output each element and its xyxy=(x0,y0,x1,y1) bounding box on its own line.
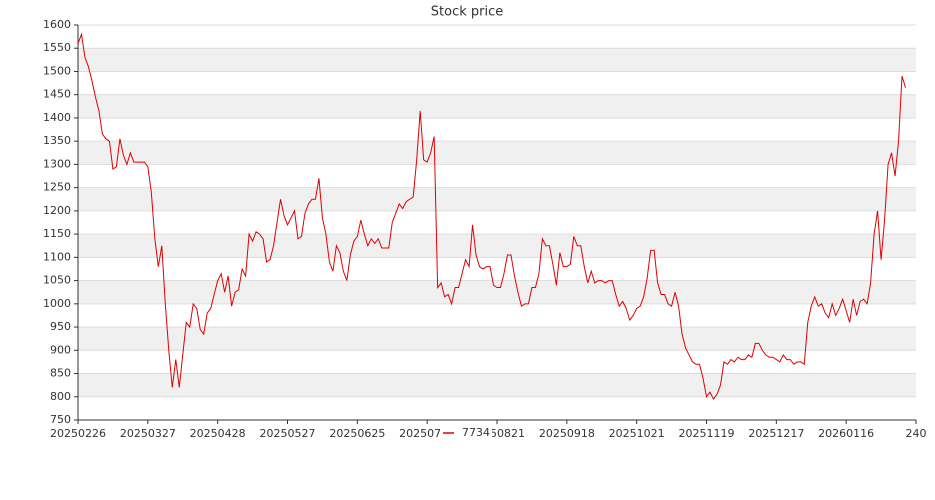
y-tick-label: 1600 xyxy=(43,18,71,31)
grid-band xyxy=(78,280,916,304)
y-tick-label: 1150 xyxy=(43,227,71,240)
x-tick-label: 20251217 xyxy=(748,427,804,440)
x-tick-label: 20250918 xyxy=(539,427,595,440)
legend-box xyxy=(440,426,492,440)
chart-title: Stock price xyxy=(431,5,503,20)
y-tick-label: 1300 xyxy=(43,157,71,170)
y-tick-label: 1550 xyxy=(43,41,71,54)
x-tick-label: 240 xyxy=(906,427,927,440)
x-tick-label: 20250428 xyxy=(190,427,246,440)
y-tick-label: 800 xyxy=(50,390,71,403)
x-tick-label: 20251021 xyxy=(609,427,665,440)
legend: 7734 xyxy=(440,426,492,440)
y-tick-label: 1500 xyxy=(43,64,71,77)
grid-band xyxy=(78,141,916,165)
y-tick-label: 1100 xyxy=(43,250,71,263)
y-tick-label: 850 xyxy=(50,367,71,380)
y-tick-label: 750 xyxy=(50,413,71,426)
legend-label: 7734 xyxy=(462,426,490,439)
grid-band xyxy=(78,373,916,397)
grid-band xyxy=(78,234,916,258)
grid-band xyxy=(78,187,916,211)
y-tick-label: 1400 xyxy=(43,111,71,124)
grid-bands xyxy=(78,48,916,397)
price-line xyxy=(77,32,907,401)
x-tick-label: 20250226 xyxy=(50,427,106,440)
y-tick-label: 1250 xyxy=(43,181,71,194)
y-tick-label: 1350 xyxy=(43,134,71,147)
y-tick-label: 1050 xyxy=(43,274,71,287)
y-tick-label: 1200 xyxy=(43,204,71,217)
x-tick-label: 20260116 xyxy=(818,427,874,440)
y-tick-label: 950 xyxy=(50,320,71,333)
y-tick-label: 900 xyxy=(50,343,71,356)
x-tick-label: 20251119 xyxy=(679,427,735,440)
grid-band xyxy=(78,94,916,118)
grid-band xyxy=(78,327,916,351)
x-tick-label: 20250527 xyxy=(260,427,316,440)
y-tick-label: 1450 xyxy=(43,88,71,101)
x-tick-label: 20250625 xyxy=(329,427,385,440)
y-tick-label: 1000 xyxy=(43,297,71,310)
grid-band xyxy=(78,48,916,72)
x-tick-label: 20250327 xyxy=(120,427,176,440)
